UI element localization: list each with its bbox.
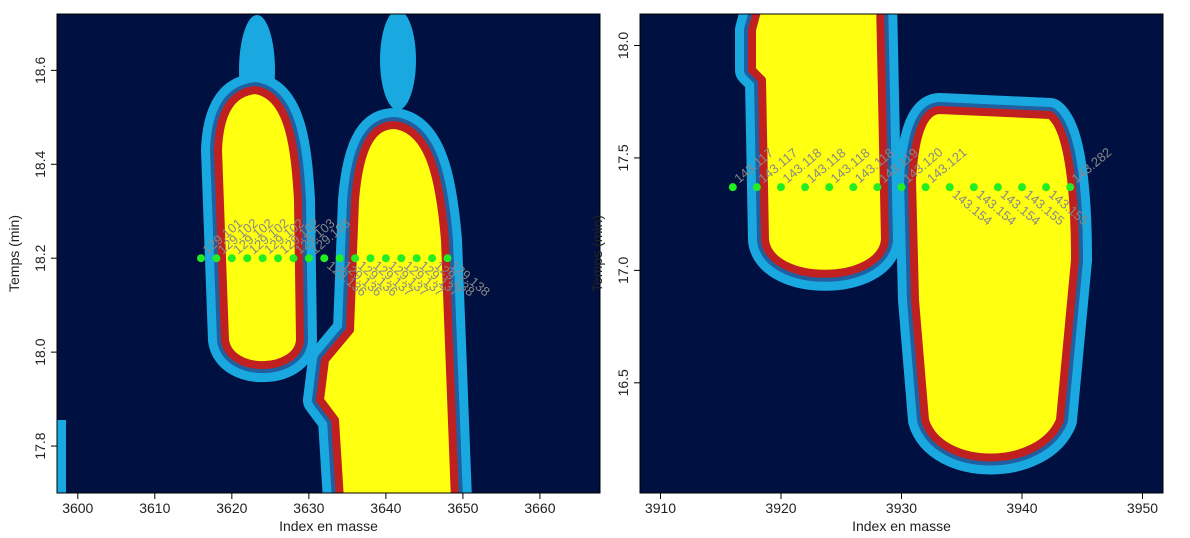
point bbox=[849, 183, 858, 192]
point bbox=[1018, 183, 1027, 192]
point bbox=[335, 254, 344, 263]
y-tick-label: 16.5 bbox=[615, 369, 631, 396]
x-axis-label: Index en masse bbox=[279, 518, 378, 534]
x-tick-label: 3610 bbox=[139, 500, 170, 516]
x-tick-label: 3930 bbox=[886, 500, 917, 516]
point bbox=[921, 183, 930, 192]
x-tick-label: 3940 bbox=[1006, 500, 1037, 516]
x-tick-label: 3920 bbox=[765, 500, 796, 516]
point bbox=[351, 254, 360, 263]
y-axis-label: Temps (min) bbox=[589, 215, 605, 292]
point bbox=[412, 254, 421, 263]
point bbox=[274, 254, 283, 263]
x-tick-label: 3910 bbox=[645, 500, 676, 516]
x-tick-label: 3620 bbox=[216, 500, 247, 516]
point bbox=[212, 254, 221, 263]
y-tick-label: 18.0 bbox=[32, 338, 48, 365]
heatmap-left bbox=[57, 14, 600, 493]
point bbox=[397, 254, 406, 263]
y-tick-label: 17.0 bbox=[615, 257, 631, 284]
point bbox=[304, 254, 313, 263]
point bbox=[825, 183, 834, 192]
point bbox=[728, 183, 737, 192]
point bbox=[320, 254, 329, 263]
point bbox=[1042, 183, 1051, 192]
point bbox=[993, 183, 1002, 192]
point bbox=[801, 183, 810, 192]
point bbox=[289, 254, 298, 263]
y-tick-label: 18.0 bbox=[615, 32, 631, 59]
point bbox=[897, 183, 906, 192]
point bbox=[428, 254, 437, 263]
point bbox=[243, 254, 252, 263]
point bbox=[197, 254, 206, 263]
point bbox=[752, 183, 761, 192]
point bbox=[443, 254, 452, 263]
point bbox=[227, 254, 236, 263]
y-tick-label: 18.4 bbox=[32, 150, 48, 177]
x-tick-label: 3630 bbox=[293, 500, 324, 516]
point bbox=[945, 183, 954, 192]
x-tick-label: 3640 bbox=[370, 500, 401, 516]
x-tick-label: 3660 bbox=[524, 500, 555, 516]
y-tick-label: 18.2 bbox=[32, 244, 48, 271]
x-tick-label: 3950 bbox=[1127, 500, 1158, 516]
x-tick-label: 3600 bbox=[62, 500, 93, 516]
x-tick-label: 3650 bbox=[447, 500, 478, 516]
y-tick-label: 17.5 bbox=[615, 144, 631, 171]
point bbox=[1066, 183, 1075, 192]
y-tick-label: 17.8 bbox=[32, 432, 48, 459]
point bbox=[776, 183, 785, 192]
point bbox=[381, 254, 390, 263]
plot-frame bbox=[56, 13, 601, 494]
y-tick-label: 18.6 bbox=[32, 57, 48, 84]
x-axis-label: Index en masse bbox=[852, 518, 951, 534]
y-axis-label: Temps (min) bbox=[6, 215, 22, 292]
point bbox=[258, 254, 267, 263]
point bbox=[366, 254, 375, 263]
point bbox=[969, 183, 978, 192]
heatmap-right bbox=[640, 14, 1163, 493]
point bbox=[873, 183, 882, 192]
